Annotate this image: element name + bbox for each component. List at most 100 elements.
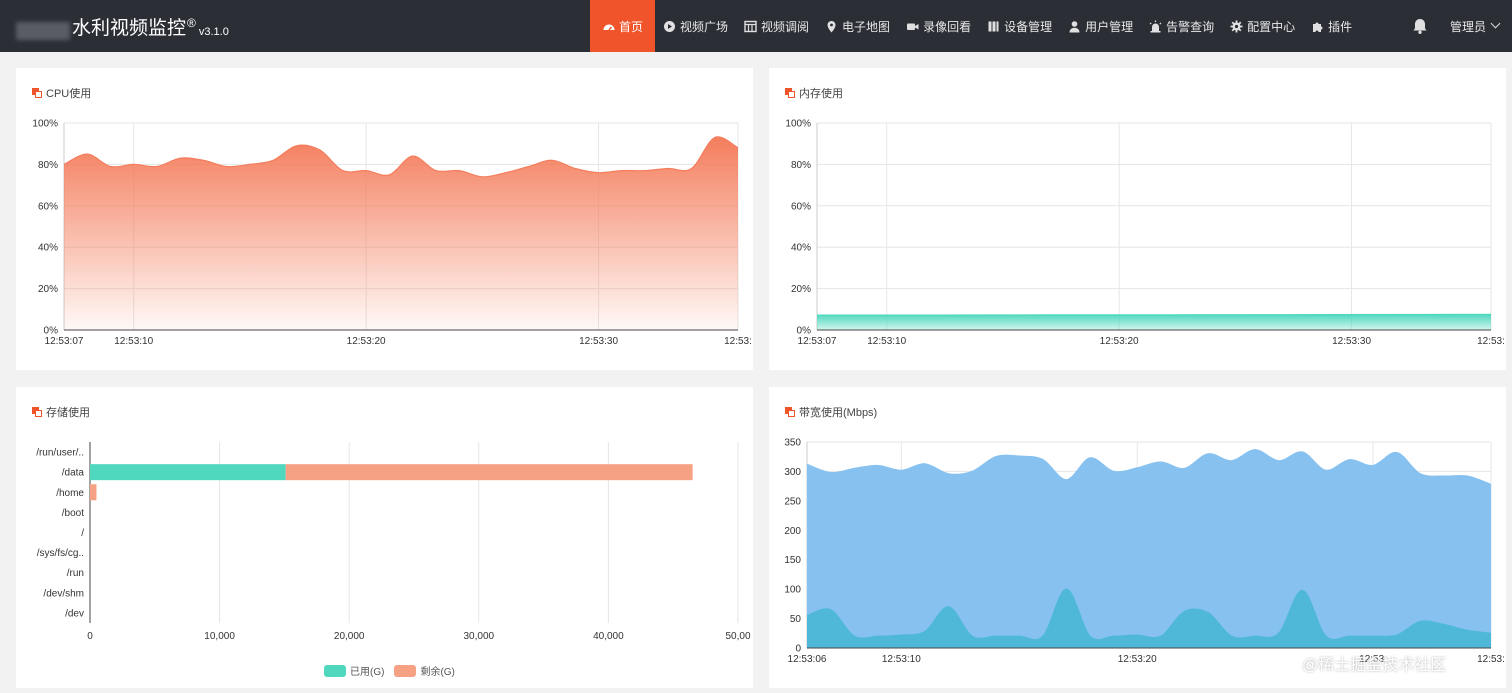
play-icon — [663, 20, 676, 33]
registered-mark: ® — [187, 16, 196, 30]
nav-item-7[interactable]: 告警查询 — [1141, 0, 1222, 52]
y-tick-label: 80% — [38, 160, 58, 171]
x-tick-label: 12:53:07 — [45, 336, 84, 347]
nav-item-8[interactable]: 配置中心 — [1222, 0, 1303, 52]
y-tick-label: 60% — [38, 201, 58, 212]
y-tick-label: 0% — [797, 326, 812, 337]
category-label: / — [81, 528, 84, 539]
brand-logo-redacted — [16, 22, 70, 40]
y-tick-label: 0 — [795, 644, 801, 655]
y-tick-label: 50 — [790, 614, 802, 625]
category-label: /run — [67, 568, 84, 579]
nav-item-3[interactable]: 电子地图 — [817, 0, 898, 52]
panel-title-icon — [32, 407, 42, 417]
x-tick-label: 50,00 — [725, 631, 750, 642]
nav-item-6[interactable]: 用户管理 — [1060, 0, 1141, 52]
category-label: /dev/shm — [43, 588, 84, 599]
y-tick-label: 350 — [784, 438, 801, 449]
bell-icon[interactable] — [1411, 17, 1429, 35]
y-tick-label: 60% — [791, 201, 811, 212]
x-tick-label: 12:53:30 — [1332, 336, 1371, 347]
user-name: 管理员 — [1450, 18, 1486, 35]
x-tick-label: 12:53: — [724, 336, 752, 347]
x-tick-label: 30,000 — [464, 631, 495, 642]
y-tick-label: 100% — [32, 119, 58, 130]
watermark: @稀土掘金技术社区 — [1302, 651, 1446, 675]
x-tick-label: 12:53:10 — [882, 654, 921, 665]
category-label: /data — [62, 468, 85, 479]
cpu-panel-title: CPU使用 — [46, 85, 91, 101]
legend-item-free[interactable]: 剩余(G) — [394, 663, 454, 678]
nav-label: 配置中心 — [1247, 18, 1295, 35]
storage-panel-header: 存储使用 — [32, 404, 90, 420]
memory-panel-title: 内存使用 — [799, 85, 843, 101]
x-tick-label: 12:53:20 — [347, 336, 386, 347]
nav-label: 插件 — [1328, 18, 1352, 35]
series-area — [807, 450, 1491, 648]
app-title: 水利视频监控 — [72, 18, 186, 40]
x-tick-label: 12:53:30 — [579, 336, 618, 347]
x-tick-label: 40,000 — [593, 631, 624, 642]
puzzle-icon — [1311, 20, 1324, 33]
bar[interactable] — [90, 484, 96, 500]
nav-item-1[interactable]: 视频广场 — [655, 0, 736, 52]
x-tick-label: 12:53:10 — [114, 336, 153, 347]
series-area — [64, 137, 738, 330]
cpu-panel-header: CPU使用 — [32, 85, 91, 101]
bar[interactable] — [90, 464, 286, 480]
legend-label: 剩余(G) — [420, 663, 454, 678]
nav-item-2[interactable]: 视频调阅 — [736, 0, 817, 52]
x-tick-label: 12:53: — [1477, 336, 1505, 347]
storage-panel-title: 存储使用 — [46, 404, 90, 420]
bandwidth-panel-title: 带宽使用(Mbps) — [799, 404, 877, 420]
x-tick-label: 20,000 — [334, 631, 365, 642]
panel-title-icon — [785, 88, 795, 98]
nav-label: 首页 — [619, 18, 643, 35]
category-label: /run/user/.. — [36, 448, 84, 459]
y-tick-label: 40% — [38, 243, 58, 254]
y-tick-label: 20% — [38, 284, 58, 295]
nav-label: 录像回看 — [923, 18, 971, 35]
series-line — [817, 314, 1491, 315]
user-menu[interactable]: 管理员 — [1450, 0, 1499, 52]
legend-item-used[interactable]: 已用(G) — [324, 663, 384, 678]
y-tick-label: 300 — [784, 467, 801, 478]
main-nav: 首页 视频广场 视频调阅电子地图 录像回看设备管理用户管理 告警查询 配置中心 插件 — [590, 0, 1360, 52]
y-tick-label: 200 — [784, 526, 801, 537]
nav-item-4[interactable]: 录像回看 — [898, 0, 979, 52]
nav-label: 视频调阅 — [761, 18, 809, 35]
storage-legend: 已用(G) 剩余(G) — [324, 663, 465, 678]
video-camera-icon — [906, 20, 919, 33]
nav-label: 视频广场 — [680, 18, 728, 35]
device-icon — [987, 20, 1000, 33]
x-tick-label: 12:53:20 — [1118, 654, 1157, 665]
y-tick-label: 80% — [791, 160, 811, 171]
nav-label: 告警查询 — [1166, 18, 1214, 35]
grid-icon — [744, 20, 757, 33]
alarm-icon — [1149, 20, 1162, 33]
category-label: /boot — [62, 508, 84, 519]
user-icon — [1068, 20, 1081, 33]
bar[interactable] — [286, 464, 693, 480]
y-tick-label: 100 — [784, 585, 801, 596]
legend-label: 已用(G) — [350, 663, 384, 678]
nav-item-5[interactable]: 设备管理 — [979, 0, 1060, 52]
legend-swatch — [394, 665, 416, 677]
x-tick-label: 0 — [87, 631, 93, 642]
category-label: /sys/fs/cg.. — [37, 548, 84, 559]
chevron-down-icon — [1491, 18, 1501, 28]
brand[interactable]: 水利视频监控 ® v3.1.0 — [16, 14, 229, 40]
category-label: /home — [56, 488, 84, 499]
category-label: /dev — [65, 608, 84, 619]
y-tick-label: 40% — [791, 243, 811, 254]
panel-title-icon — [32, 88, 42, 98]
nav-item-0[interactable]: 首页 — [590, 0, 655, 52]
app-version: v3.1.0 — [199, 24, 229, 40]
x-tick-label: 10,000 — [204, 631, 235, 642]
nav-item-9[interactable]: 插件 — [1303, 0, 1360, 52]
